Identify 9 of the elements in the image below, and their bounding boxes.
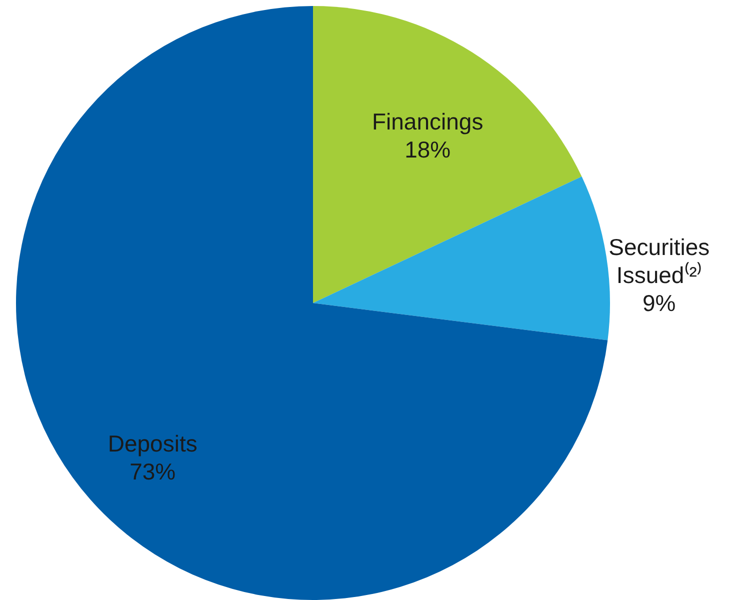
slice-label: Deposits	[108, 430, 198, 456]
pie-slice	[313, 176, 610, 340]
data-label: 9%	[642, 290, 676, 316]
data-label: 18%	[404, 136, 451, 162]
data-label: 73%	[130, 458, 176, 484]
slice-label: Financings	[372, 108, 484, 134]
pie-slice	[16, 6, 608, 600]
slice-label: Securities Issued⁽²⁾	[608, 234, 710, 288]
pie-slice	[313, 6, 582, 303]
